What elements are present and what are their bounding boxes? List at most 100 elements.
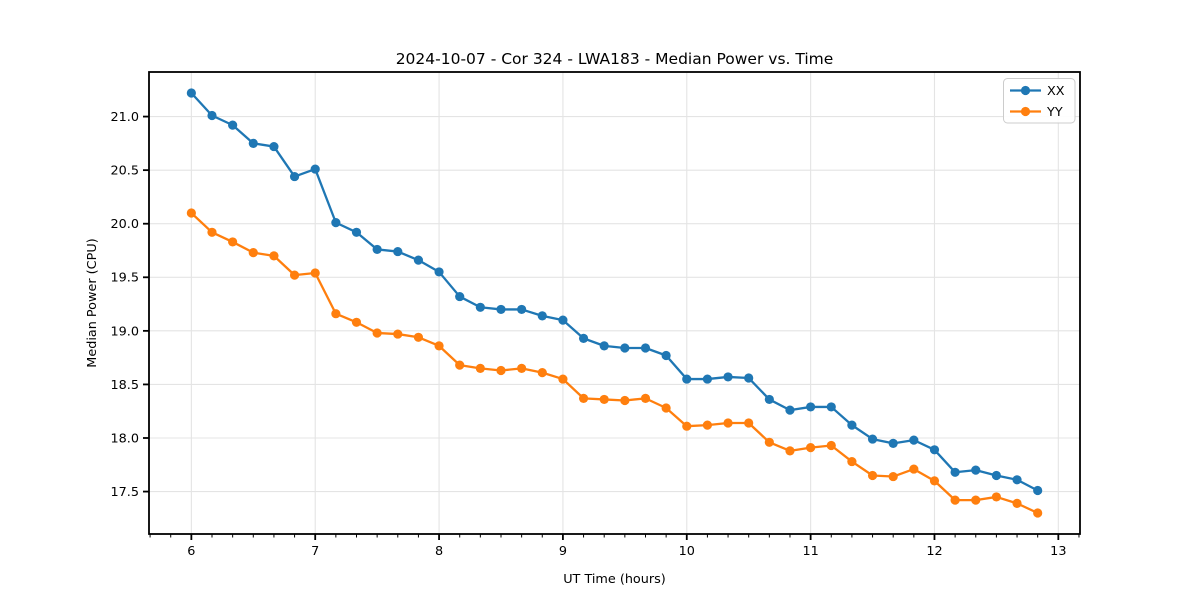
data-point (434, 267, 444, 277)
data-point (248, 248, 258, 258)
data-point (455, 291, 465, 302)
data-point (599, 341, 609, 351)
x-tick-label: 13 (1050, 544, 1066, 559)
gridlines (149, 72, 1080, 534)
legend-marker-swatch (1020, 85, 1031, 96)
data-point (640, 343, 651, 353)
data-point (186, 208, 196, 218)
tick-marks (143, 115, 1080, 540)
data-point (1012, 498, 1022, 508)
x-tick-label: 12 (926, 544, 942, 559)
data-point (372, 244, 382, 255)
data-point (228, 120, 238, 130)
plot-frame (148, 71, 1081, 535)
data-point (847, 420, 857, 430)
data-point (620, 343, 630, 353)
data-point (207, 110, 217, 121)
x-tick-label: 9 (559, 544, 567, 559)
x-tick-label: 7 (311, 544, 319, 559)
data-point (310, 268, 320, 278)
legend-label: YY (1046, 105, 1063, 120)
data-point (289, 270, 300, 280)
data-point (867, 434, 878, 444)
data-point (744, 373, 754, 383)
y-tick-label: 20.5 (111, 164, 140, 179)
data-point (991, 492, 1002, 502)
data-point (723, 418, 733, 428)
y-tick-label: 19.5 (111, 271, 140, 286)
data-point (393, 246, 403, 257)
data-point (372, 328, 382, 338)
x-tick-label: 10 (679, 544, 695, 559)
data-point (991, 470, 1002, 481)
y-tick-label: 17.5 (111, 485, 140, 500)
y-tick-label: 18.5 (111, 378, 140, 393)
data-point (909, 435, 919, 445)
data-point (620, 395, 630, 406)
data-point (496, 304, 506, 315)
data-point (702, 374, 713, 384)
data-point (351, 227, 362, 237)
y-tick-label: 21.0 (111, 110, 140, 125)
data-point (578, 393, 589, 403)
data-point (950, 467, 960, 477)
chart-title: 2024-10-07 - Cor 324 - LWA183 - Median P… (396, 50, 834, 68)
data-point (331, 309, 341, 319)
data-point (826, 440, 836, 451)
x-axis-label: UT Time (hours) (563, 572, 666, 587)
data-point (455, 360, 465, 370)
data-point (971, 465, 981, 475)
data-point (867, 470, 878, 481)
data-point (413, 332, 424, 342)
data-point (764, 437, 774, 447)
data-point (1012, 475, 1022, 485)
data-point (888, 471, 898, 482)
data-point (640, 393, 651, 403)
data-point (269, 141, 279, 152)
legend: XX YY (1003, 78, 1076, 124)
data-point (929, 476, 940, 486)
data-point (310, 164, 320, 174)
data-point (434, 341, 444, 351)
data-point (393, 329, 403, 339)
data-point (248, 138, 258, 148)
series-XX (186, 88, 1043, 496)
data-point (702, 420, 713, 430)
data-point (289, 171, 300, 182)
data-point (578, 333, 589, 343)
x-tick-label: 6 (187, 544, 195, 559)
data-point (413, 255, 424, 265)
data-point (496, 365, 506, 376)
data-point (1033, 508, 1043, 518)
data-point (682, 421, 692, 431)
data-point (207, 227, 217, 237)
data-point (929, 445, 940, 455)
y-tick-label: 20.0 (111, 217, 140, 232)
data-point (971, 495, 981, 505)
data-point (331, 218, 341, 228)
legend-item-XX: XX (1010, 84, 1065, 99)
y-tick-label: 18.0 (111, 431, 140, 446)
data-point (1033, 485, 1043, 496)
legend-item-YY: YY (1010, 105, 1063, 120)
data-point (351, 317, 362, 327)
data-point (517, 363, 527, 373)
y-axis-label: Median Power (CPU) (85, 238, 100, 367)
data-point (806, 443, 816, 453)
data-point (661, 350, 671, 361)
data-point (723, 372, 733, 382)
legend-label: XX (1047, 84, 1065, 99)
data-point (950, 495, 960, 505)
data-point (186, 88, 196, 98)
series-YY (186, 208, 1043, 518)
data-point (269, 251, 279, 261)
data-point (537, 311, 547, 321)
data-point (888, 438, 898, 448)
data-point (558, 374, 568, 384)
data-point (785, 405, 795, 415)
x-tick-label: 11 (802, 544, 818, 559)
data-point (806, 402, 816, 412)
